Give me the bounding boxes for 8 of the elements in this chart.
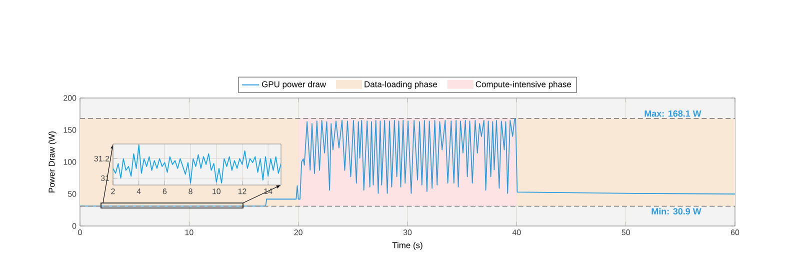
legend-label: GPU power draw — [262, 81, 326, 89]
y-axis-title: Power Draw (W) — [48, 131, 56, 192]
x-axis-title: Time (s) — [392, 242, 422, 250]
legend-label: Data-loading phase — [364, 81, 438, 89]
line-series — [113, 144, 282, 184]
ref-line-label: Min: 30.9 W — [652, 208, 702, 215]
ref-line-label: Max: 168.1 W — [644, 110, 702, 117]
legend-label: Compute-intensive phase — [476, 81, 572, 89]
